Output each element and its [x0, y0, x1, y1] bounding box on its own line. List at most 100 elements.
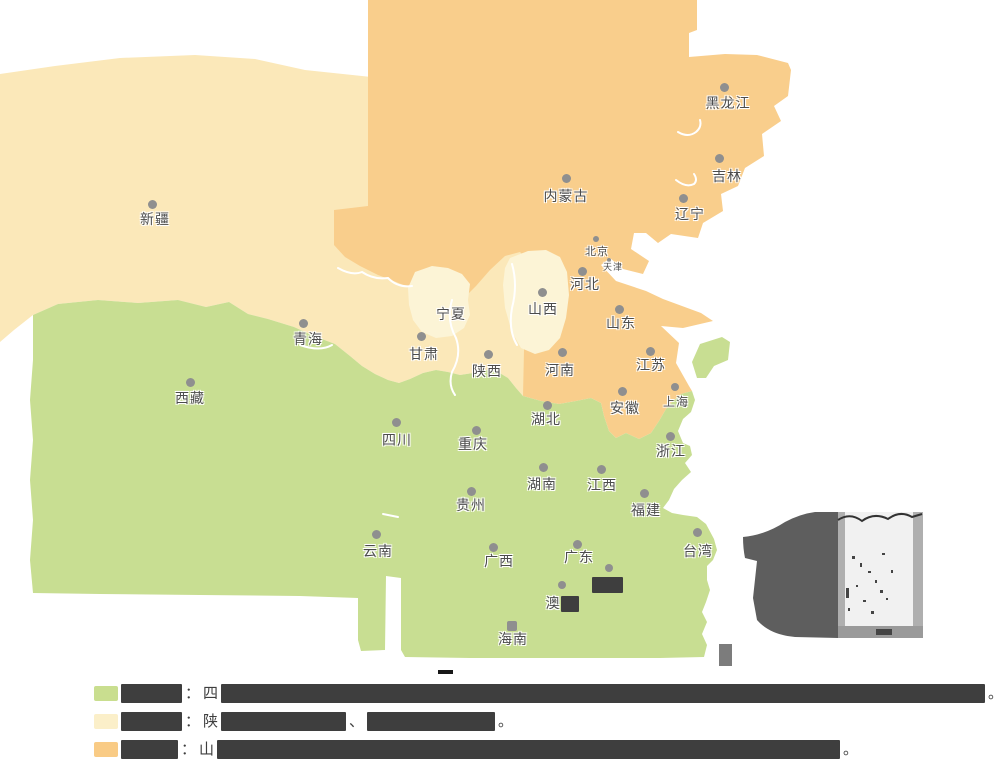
province-dot	[614, 304, 624, 314]
province-label: 四川	[382, 433, 412, 449]
province-label: 吉林	[712, 169, 742, 185]
province-dot	[605, 564, 613, 572]
province-dot	[537, 287, 547, 297]
province-dot	[557, 347, 567, 357]
province-label: 河北	[570, 277, 600, 293]
legend-redaction-bar	[221, 683, 986, 703]
province-label: 湖北	[531, 412, 561, 428]
province-label: 广东	[564, 550, 594, 566]
province-dot	[488, 542, 498, 552]
province-dot	[593, 236, 599, 242]
legend-text: ：	[181, 740, 197, 758]
province-dot	[665, 431, 675, 441]
province-label: 湖南	[527, 477, 557, 493]
province-dot	[678, 193, 688, 203]
legend-text: 山	[199, 740, 215, 758]
province-label: 内蒙古	[543, 189, 589, 205]
hainan-marker	[507, 621, 517, 631]
patch-shanxi-light	[503, 250, 569, 354]
legend-text: 、	[349, 712, 365, 730]
province-label: 海南	[498, 632, 528, 648]
province-dot	[561, 173, 571, 183]
legend-text: 。	[843, 740, 859, 758]
province-label: 福建	[631, 503, 661, 519]
province-dot	[298, 318, 308, 328]
province-dot	[558, 581, 566, 589]
legend-redaction-bar	[121, 683, 182, 703]
province-dot	[572, 539, 582, 549]
legend-row: ：山 。	[94, 739, 858, 759]
province-dot	[714, 153, 724, 163]
province-label: 陕西	[472, 364, 502, 380]
province-label-partial: 澳	[545, 596, 561, 612]
province-dot	[391, 417, 401, 427]
legend-text: 。	[498, 712, 514, 730]
province-label: 山东	[606, 316, 636, 332]
province-label: 宁夏	[436, 307, 466, 323]
province-label: 重庆	[458, 437, 488, 453]
province-label: 北京	[585, 245, 609, 258]
redaction-bar	[592, 577, 623, 593]
legend-redaction-bar	[367, 711, 496, 731]
legend-swatch	[94, 685, 118, 701]
legend-redaction-bar	[121, 739, 178, 759]
province-dot	[542, 400, 552, 410]
province-dot	[639, 488, 649, 498]
inset-panel-shade-right	[913, 512, 923, 638]
inset-dark-shape	[743, 512, 838, 638]
legend-text: ：	[185, 712, 201, 730]
province-label: 甘肃	[409, 347, 439, 363]
region-south-green	[30, 300, 717, 658]
province-dot	[671, 383, 679, 391]
province-dot	[645, 346, 655, 356]
province-dot	[147, 199, 157, 209]
redaction-fragment	[438, 670, 453, 674]
legend-redaction-bar	[121, 711, 182, 731]
legend-row: ：陕 、 。	[94, 711, 513, 731]
province-label: 上海	[662, 395, 690, 409]
province-label: 浙江	[656, 444, 686, 460]
province-dot	[719, 82, 729, 92]
inset-map-panel	[838, 512, 923, 638]
province-dot	[538, 462, 548, 472]
legend-text: 。	[988, 684, 1002, 702]
province-label: 新疆	[140, 212, 170, 228]
green-coast-fragment	[692, 337, 730, 378]
legend-swatch	[94, 713, 118, 729]
inset-coastline	[837, 513, 923, 523]
province-label: 青海	[293, 332, 323, 348]
province-dot	[617, 386, 627, 396]
legend-text: ：	[185, 684, 201, 702]
inset-panel-shade-left	[838, 512, 845, 638]
region-north-orange	[334, 0, 791, 439]
province-label: 山西	[528, 302, 558, 318]
redaction-bar	[561, 596, 579, 612]
province-dot	[371, 529, 381, 539]
province-label: 江苏	[636, 358, 666, 374]
province-dot	[596, 464, 606, 474]
legend-text: 陕	[203, 712, 219, 730]
province-label: 江西	[587, 478, 617, 494]
inset-islands	[846, 553, 893, 635]
province-label: 西藏	[175, 391, 205, 407]
inset-scale-square	[719, 644, 732, 666]
province-label: 台湾	[683, 544, 713, 560]
province-label: 黑龙江	[705, 96, 751, 112]
province-label: 广西	[484, 554, 514, 570]
province-label: 安徽	[610, 401, 640, 417]
province-dot	[607, 258, 611, 262]
province-border-squiggles	[299, 119, 702, 518]
patch-ningxia-light	[408, 266, 470, 338]
province-label: 贵州	[456, 498, 486, 514]
province-label: 天津	[602, 263, 624, 273]
legend-row: ：四 。	[94, 683, 1002, 703]
province-dot	[483, 349, 493, 359]
province-label: 云南	[363, 544, 393, 560]
south-china-sea-inset	[743, 512, 923, 638]
province-dot	[416, 331, 426, 341]
legend-redaction-bar	[217, 739, 841, 759]
